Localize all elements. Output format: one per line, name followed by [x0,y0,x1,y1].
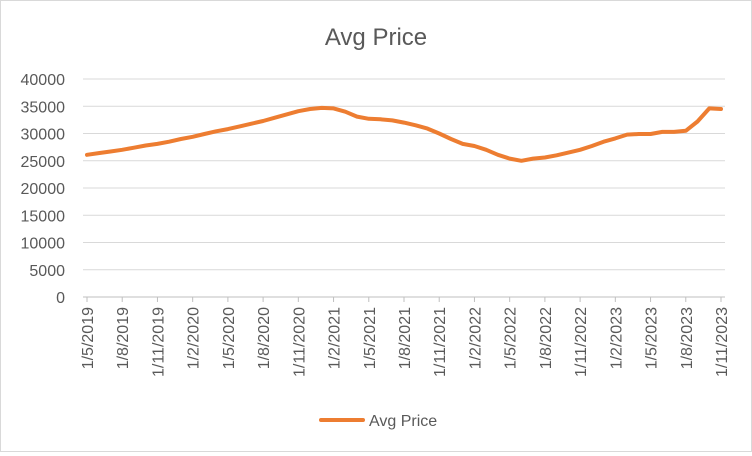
x-tick-label: 1/11/2019 [150,307,167,377]
x-tick-label: 1/8/2021 [397,307,414,369]
x-tick-label: 1/8/2020 [256,307,273,369]
y-axis: 0 5000 10000 15000 20000 25000 30000 35000 40000 [21,72,66,307]
x-tick-label: 1/5/2022 [503,307,520,369]
x-tick-label: 1/8/2023 [679,307,696,369]
y-tick-label: 10000 [21,236,66,253]
x-tick-label: 1/11/2021 [432,307,449,377]
x-tick-label: 1/5/2023 [644,307,661,369]
y-tick-label: 15000 [21,208,66,225]
y-tick-label: 40000 [21,72,66,89]
series-line-avg-price [85,105,723,163]
y-tick-label: 35000 [21,99,66,116]
x-tick-label: 1/2/2021 [327,307,344,369]
x-tick-label: 1/5/2021 [362,307,379,369]
y-tick-label: 5000 [29,263,65,280]
x-axis: 1/5/2019 1/8/2019 1/11/2019 1/2/2020 1/5/202… [80,296,731,377]
y-tick-label: 25000 [21,154,66,171]
x-tick-label: 1/2/2020 [186,307,203,369]
chart-title: Avg Price [325,24,427,51]
x-tick-label: 1/11/2020 [291,307,308,377]
series-group [85,105,723,163]
gridlines [83,78,725,298]
x-tick-label: 1/11/2022 [573,307,590,377]
y-tick-label: 20000 [21,181,66,198]
x-tick-label: 1/5/2020 [221,307,238,369]
y-tick-label: 30000 [21,127,66,144]
x-tick-label: 1/2/2022 [467,307,484,369]
x-tick-label: 1/2/2023 [608,307,625,369]
x-tick-label: 1/8/2019 [115,307,132,369]
x-tick-label: 1/8/2022 [538,307,555,369]
legend: Avg Price [319,413,437,430]
y-tick-label: 0 [56,290,65,307]
legend-label: Avg Price [369,413,437,430]
x-tick-label: 1/5/2019 [80,307,97,369]
x-tick-label: 1/11/2023 [714,307,731,377]
